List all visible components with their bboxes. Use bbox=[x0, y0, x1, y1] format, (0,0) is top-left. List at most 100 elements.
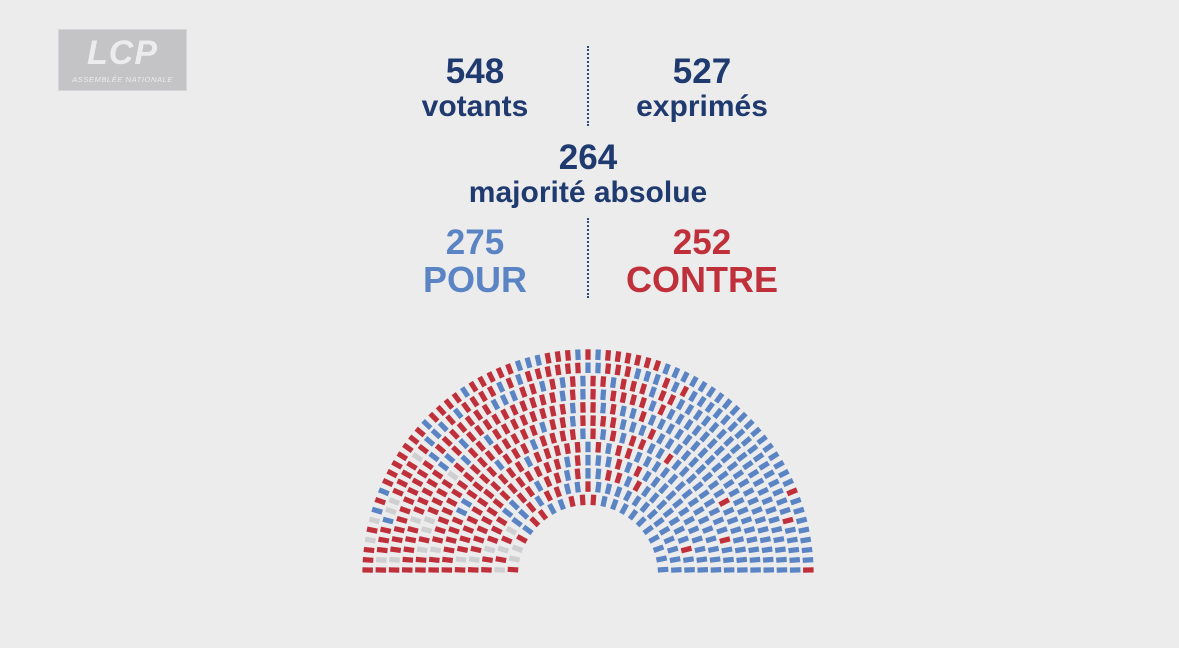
seat-contre bbox=[462, 471, 475, 483]
seat-contre bbox=[574, 441, 581, 453]
seat-pour bbox=[800, 536, 812, 544]
seat-contre bbox=[549, 392, 557, 404]
seat-pour bbox=[765, 506, 777, 515]
seat-other bbox=[423, 516, 436, 525]
seat-contre bbox=[537, 509, 549, 521]
seat-pour bbox=[483, 434, 494, 446]
seat-pour bbox=[768, 515, 780, 524]
seat-pour bbox=[599, 429, 607, 441]
seat-pour bbox=[658, 525, 671, 536]
seat-contre bbox=[486, 535, 499, 544]
seat-pour bbox=[747, 496, 759, 506]
seat-pour bbox=[736, 451, 748, 463]
seat-pour bbox=[646, 442, 656, 455]
seat-contre bbox=[476, 525, 489, 535]
seat-pour bbox=[689, 375, 699, 388]
seat-contre bbox=[466, 489, 478, 500]
seat-pour bbox=[371, 506, 383, 515]
seat-contre bbox=[564, 349, 571, 361]
seat-other bbox=[508, 555, 521, 563]
seat-pour bbox=[633, 368, 642, 380]
seat-contre bbox=[459, 535, 471, 544]
seat-pour bbox=[713, 392, 725, 404]
seat-contre bbox=[782, 516, 794, 525]
seat-contre bbox=[543, 447, 552, 460]
seat-pour bbox=[683, 418, 694, 431]
seat-other bbox=[411, 452, 424, 463]
seat-pour bbox=[734, 546, 747, 554]
pour-label: POUR bbox=[422, 259, 527, 300]
seat-contre bbox=[609, 403, 617, 415]
seat-pour bbox=[651, 460, 662, 473]
seat-contre bbox=[638, 396, 647, 409]
seat-pour bbox=[430, 428, 442, 440]
seat-contre bbox=[624, 352, 632, 364]
seat-contre bbox=[629, 380, 638, 392]
seat-contre bbox=[553, 472, 562, 484]
seat-pour bbox=[777, 468, 790, 479]
seat-contre bbox=[486, 506, 498, 517]
seat-contre bbox=[382, 478, 394, 488]
seat-pour bbox=[655, 447, 666, 460]
seat-pour bbox=[656, 499, 668, 511]
seat-contre bbox=[529, 424, 538, 437]
seat-contre bbox=[604, 469, 613, 482]
seat-pour bbox=[697, 567, 709, 573]
seat-pour bbox=[695, 463, 707, 475]
seat-pour bbox=[668, 516, 681, 527]
seat-pour bbox=[539, 421, 548, 433]
seat-pour bbox=[452, 407, 464, 420]
seat-pour bbox=[710, 567, 722, 573]
seat-pour bbox=[628, 421, 637, 433]
seat-pour bbox=[726, 516, 739, 525]
seat-contre bbox=[460, 401, 472, 414]
seat-pour bbox=[515, 373, 524, 386]
seat-contre bbox=[553, 486, 562, 498]
seat-pour bbox=[688, 456, 700, 468]
seat-contre bbox=[638, 410, 647, 423]
seat-pour bbox=[772, 487, 784, 497]
seat-pour bbox=[712, 516, 725, 526]
seat-contre bbox=[478, 390, 488, 403]
seat-pour bbox=[511, 516, 523, 528]
seat-contre bbox=[407, 525, 419, 534]
seat-pour bbox=[774, 546, 786, 553]
seat-contre bbox=[442, 556, 454, 564]
seat-contre bbox=[533, 451, 543, 464]
seat-contre bbox=[569, 389, 576, 401]
seat-contre bbox=[366, 526, 378, 534]
seat-contre bbox=[528, 383, 537, 395]
seat-pour bbox=[762, 556, 774, 563]
seat-contre bbox=[431, 496, 444, 507]
seat-pour bbox=[775, 497, 788, 506]
seat-pour bbox=[763, 469, 775, 480]
seat-contre bbox=[543, 490, 554, 502]
seat-contre bbox=[661, 377, 671, 389]
seat-pour bbox=[757, 525, 769, 534]
seat-contre bbox=[476, 497, 489, 508]
seat-contre bbox=[543, 475, 553, 488]
seat-pour bbox=[595, 349, 601, 361]
seat-pour bbox=[680, 371, 690, 383]
seat-contre bbox=[469, 463, 481, 475]
seat-pour bbox=[784, 526, 797, 534]
seat-contre bbox=[428, 411, 440, 423]
seat-pour bbox=[761, 496, 774, 506]
seat-contre bbox=[639, 383, 648, 395]
seat-contre bbox=[448, 428, 460, 440]
seat-pour bbox=[789, 557, 801, 563]
seat-contre bbox=[663, 453, 674, 465]
seat-pour bbox=[437, 421, 449, 433]
seat-contre bbox=[490, 480, 502, 492]
seat-pour bbox=[633, 451, 643, 464]
seat-contre bbox=[480, 515, 493, 526]
seat-contre bbox=[519, 414, 529, 427]
seat-other bbox=[416, 546, 428, 554]
seat-pour bbox=[669, 556, 681, 564]
seat-contre bbox=[543, 461, 552, 474]
seat-pour bbox=[559, 377, 566, 389]
seat-pour bbox=[682, 556, 695, 563]
seat-pour bbox=[786, 536, 798, 544]
seat-other bbox=[364, 536, 376, 544]
seat-pour bbox=[771, 525, 783, 534]
